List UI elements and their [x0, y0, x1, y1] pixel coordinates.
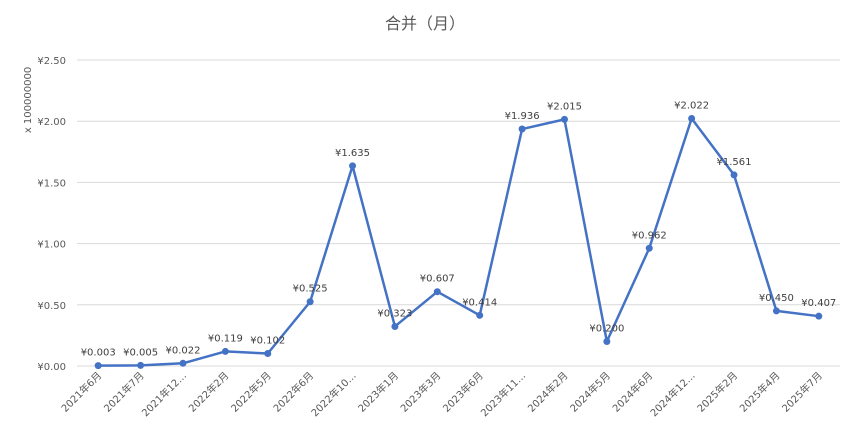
data-point: [349, 162, 357, 170]
y-tick-label: ¥2.50: [37, 56, 66, 67]
data-label: ¥0.414: [462, 297, 497, 308]
data-label: ¥0.323: [377, 308, 412, 319]
data-point: [476, 311, 484, 319]
data-label: ¥1.635: [335, 148, 370, 159]
data-point: [518, 125, 526, 133]
x-tick-label: 2023年11…: [478, 369, 528, 419]
series-line-path: [98, 117, 819, 367]
y-tick-label: ¥0.00: [37, 362, 66, 373]
data-label: ¥0.962: [632, 230, 667, 241]
x-tick-label: 2025年2月: [694, 369, 740, 415]
data-point: [137, 361, 145, 369]
series-line: [98, 117, 819, 367]
data-label: ¥0.525: [293, 284, 328, 295]
y-tick-label: ¥1.50: [37, 178, 66, 189]
data-point: [179, 359, 187, 367]
x-tick-label: 2021年6月: [58, 369, 104, 415]
data-label: ¥2.022: [674, 101, 709, 112]
data-point: [688, 115, 696, 123]
data-point: [94, 362, 102, 370]
x-tick-label: 2023年1月: [355, 369, 401, 415]
x-tick-label: 2023年6月: [440, 369, 486, 415]
data-label: ¥0.607: [420, 274, 455, 285]
data-point: [815, 312, 823, 320]
data-label: ¥1.561: [717, 157, 752, 168]
data-point: [730, 171, 738, 179]
x-tick-label: 2024年2月: [525, 369, 571, 415]
gridlines: [77, 59, 840, 367]
data-label: ¥1.936: [505, 111, 540, 122]
data-points: [94, 115, 823, 370]
data-point: [772, 307, 780, 315]
data-label: ¥0.407: [801, 298, 836, 309]
y-axis-unit-label: x 100000000: [23, 67, 34, 133]
x-tick-label: 2023年3月: [398, 369, 444, 415]
y-tick-label: ¥0.50: [37, 301, 66, 312]
y-tick-label: ¥1.00: [37, 240, 66, 251]
data-label: ¥0.005: [123, 347, 158, 358]
x-tick-label: 2025年4月: [737, 369, 783, 415]
x-tick-label: 2022年6月: [270, 369, 316, 415]
data-label: ¥0.022: [165, 345, 200, 356]
data-label: ¥2.015: [547, 101, 582, 112]
data-point: [603, 338, 611, 346]
data-point: [645, 244, 653, 252]
data-label: ¥0.003: [81, 348, 116, 359]
chart-title: 合并（月）: [385, 14, 465, 33]
x-tick-label: 2024年12…: [647, 369, 697, 419]
data-point: [221, 347, 229, 355]
data-point: [264, 350, 272, 358]
x-tick-label: 2021年7月: [101, 369, 147, 415]
x-tick-label: 2022年2月: [186, 369, 232, 415]
x-tick-label: 2024年5月: [567, 369, 613, 415]
data-labels: ¥0.003 ¥0.005 ¥0.022 ¥0.119 ¥0.102 ¥0.525 ¥1.6…: [81, 101, 837, 359]
data-point: [306, 298, 314, 306]
y-axis-ticks: ¥0.00 ¥0.50 ¥1.00 ¥1.50 ¥2.00 ¥2.50: [37, 56, 66, 373]
x-tick-label: 2021年12…: [139, 369, 189, 419]
y-tick-label: ¥2.00: [37, 117, 66, 128]
data-label: ¥0.119: [208, 333, 243, 344]
data-label: ¥0.450: [759, 293, 794, 304]
data-point: [433, 288, 441, 296]
data-label: ¥0.102: [250, 336, 285, 347]
x-axis-ticks: 2021年6月2021年7月2021年12…2022年2月2022年5月2022…: [58, 369, 824, 419]
data-label: ¥0.200: [589, 324, 624, 335]
data-point: [560, 115, 568, 123]
x-tick-label: 2024年6月: [610, 369, 656, 415]
data-point: [391, 322, 399, 330]
x-tick-label: 2022年5月: [228, 369, 274, 415]
x-tick-label: 2022年10…: [308, 369, 358, 419]
x-tick-label: 2025年7月: [779, 369, 825, 415]
